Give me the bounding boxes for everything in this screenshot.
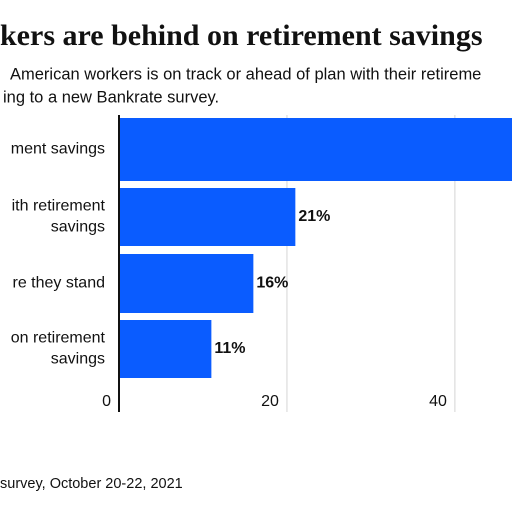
value-label: 16%: [256, 275, 288, 292]
bar: [119, 188, 296, 246]
y-tick-label: ith retirement: [12, 198, 106, 215]
subtitle: ing to a new Bankrate survey.: [3, 88, 219, 106]
chart-title: kers are behind on retirement savings: [0, 19, 483, 52]
x-tick-label: 40: [429, 393, 447, 410]
y-tick-label: savings: [51, 219, 105, 236]
y-tick-label: re they stand: [13, 275, 106, 292]
x-tick-label: 0: [102, 393, 111, 410]
value-label: 11%: [214, 340, 245, 357]
bar: [119, 320, 212, 378]
y-tick-label: ment savings: [11, 141, 105, 158]
bar: [119, 254, 254, 313]
bar: [119, 118, 512, 181]
subtitle: American workers is on track or ahead of…: [10, 65, 481, 83]
value-label: 21%: [298, 208, 330, 225]
source-note: survey, October 20-22, 2021: [0, 476, 183, 492]
x-tick-label: 20: [261, 393, 279, 410]
y-tick-label: on retirement: [11, 330, 106, 347]
y-tick-label: savings: [51, 351, 105, 368]
